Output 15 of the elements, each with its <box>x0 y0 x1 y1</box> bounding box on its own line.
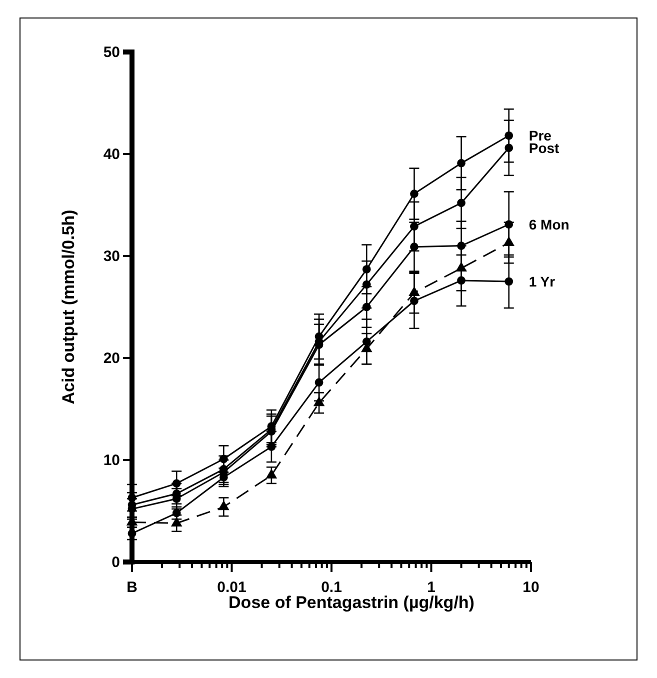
x-tick-label: B <box>126 579 138 596</box>
x-tick-label: 0.01 <box>217 579 246 596</box>
y-tick-label: 10 <box>103 452 120 469</box>
y-tick-label: 20 <box>103 350 120 367</box>
x-tick-label: 1 <box>427 579 436 596</box>
y-tick-label: 50 <box>103 44 120 61</box>
series-label: 6 Mon <box>528 216 570 232</box>
x-axis-title: Dose of Pentagastrin (µg/kg/h) <box>228 593 474 612</box>
series-label: 1 Yr <box>528 273 556 290</box>
y-tick-label: 30 <box>103 248 120 265</box>
x-tick-label: 10 <box>522 579 540 596</box>
y-tick-label: 40 <box>103 146 120 163</box>
x-tick-label: 0.1 <box>321 579 342 596</box>
y-tick-label: 0 <box>112 554 120 571</box>
y-axis-title: Acid output (mmol/0.5h) <box>59 210 78 404</box>
